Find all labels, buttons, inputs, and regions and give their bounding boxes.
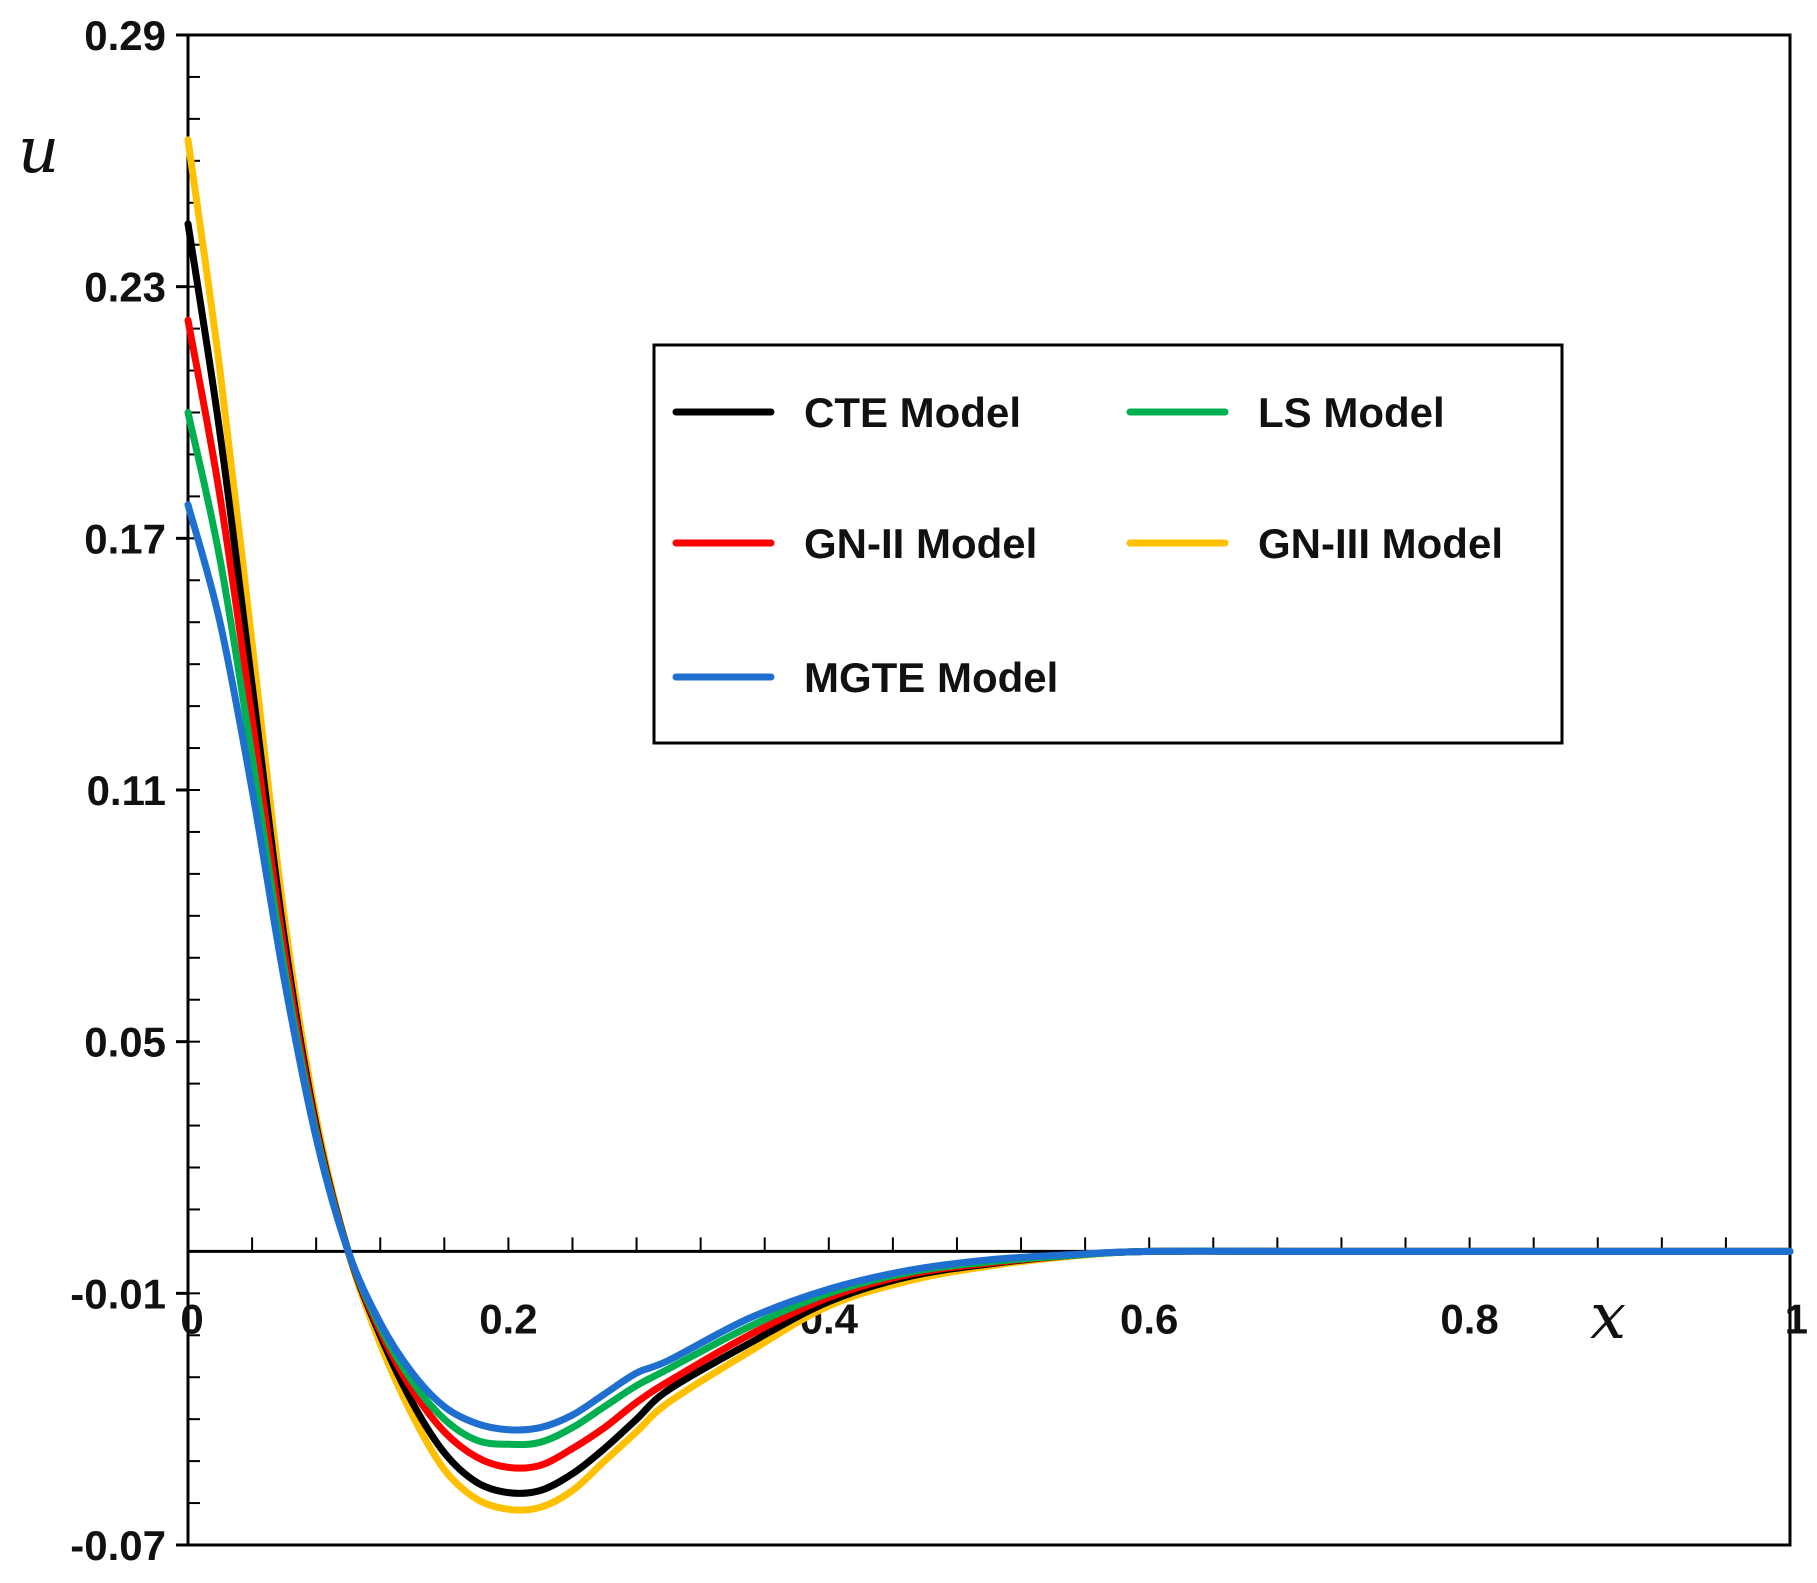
legend-box (652, 343, 1564, 745)
legend-label-cte-model: CTE Model (804, 389, 1021, 436)
y-tick-labels: 0.29 0.23 0.17 0.11 0.05 -0.01 -0.07 (70, 12, 188, 1569)
legend-label-gn-iii-model: GN-III Model (1258, 520, 1503, 567)
y-tick-label: -0.01 (70, 1270, 166, 1317)
x-tick-label: 0 (180, 1295, 203, 1342)
y-tick-label: 0.29 (84, 12, 166, 59)
y-tick-label: 0.11 (87, 767, 166, 814)
y-tick-label: 0.23 (84, 264, 166, 311)
y-axis-label: u (18, 114, 59, 188)
x-tick-label: 0.6 (1120, 1295, 1178, 1342)
x-axis-label: x (1590, 1280, 1626, 1354)
series-lines (184, 136, 1794, 1514)
y-tick-label: 0.05 (84, 1019, 166, 1066)
x-tick-labels: 0 0.2 0.4 0.6 0.8 1 (180, 1295, 1808, 1342)
x-tick-label: 0.8 (1440, 1295, 1498, 1342)
series-line-mgte-model (184, 501, 1794, 1434)
legend-label-mgte-model: MGTE Model (804, 654, 1058, 701)
legend-label-ls-model: LS Model (1258, 389, 1445, 436)
x-tick-label: 1 (1785, 1295, 1808, 1342)
y-tick-label: 0.17 (84, 515, 166, 562)
y-tick-label: -0.07 (70, 1522, 166, 1569)
x-tick-label: 0.2 (479, 1295, 537, 1342)
legend: CTE Model LS Model GN-II Model GN-III Model… (652, 343, 1564, 745)
plot-frame (186, 33, 1792, 1547)
legend-label-gn-ii-model: GN-II Model (804, 520, 1037, 567)
